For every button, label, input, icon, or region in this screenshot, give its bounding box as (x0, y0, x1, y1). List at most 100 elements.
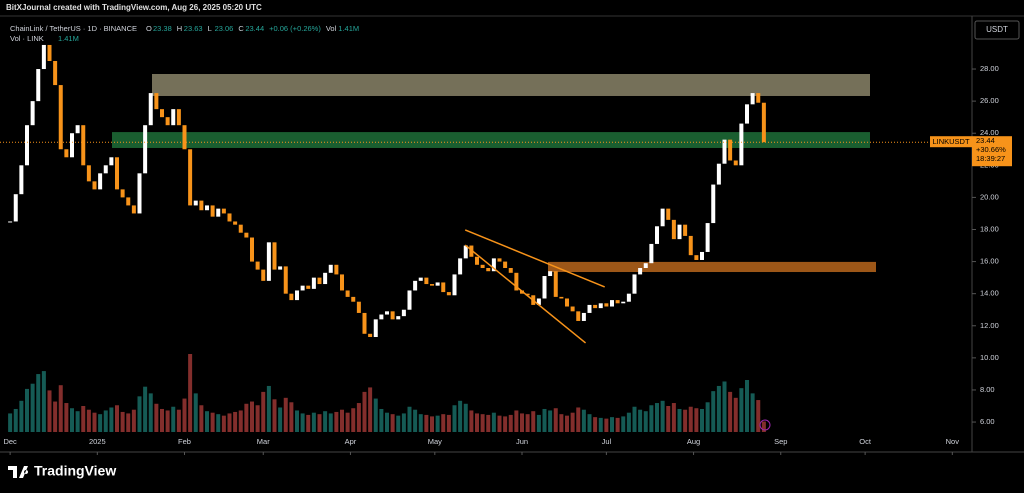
volume-bar (565, 415, 569, 432)
candle (13, 194, 18, 222)
candle (272, 242, 277, 270)
candle (362, 312, 367, 334)
volume-bar (143, 386, 148, 432)
volume-bar (581, 409, 586, 432)
candle (148, 93, 153, 126)
volume-bar (390, 414, 395, 432)
candle (570, 306, 575, 312)
candle (576, 311, 581, 321)
candle (221, 208, 226, 214)
volume-bar (356, 403, 361, 432)
volume-bar (13, 408, 18, 432)
x-tick-label: Oct (859, 437, 872, 446)
volume-bar (385, 412, 389, 432)
candle (238, 224, 243, 233)
candle (109, 157, 114, 166)
candle (25, 125, 29, 166)
legend-value: 23.44 (245, 24, 264, 33)
volume-bar (750, 393, 755, 432)
candle (81, 125, 86, 166)
volume-bar (171, 406, 176, 432)
price-tag-price: 23.44 (976, 136, 995, 145)
candle (171, 109, 176, 126)
x-tick-label: Dec (3, 437, 17, 446)
candle (514, 272, 519, 291)
volume-bar (193, 393, 198, 432)
currency-button[interactable] (974, 20, 1020, 40)
candle (435, 282, 440, 286)
candle (53, 61, 58, 86)
volume-bar (53, 401, 58, 432)
candle (373, 319, 378, 338)
candle (424, 277, 429, 285)
candle (255, 261, 260, 270)
y-tick-label: 10.00 (980, 353, 999, 362)
volume-bar (92, 412, 97, 432)
volume-bar (345, 412, 350, 432)
candle (199, 200, 204, 211)
candle (379, 314, 384, 320)
y-tick-label: 8.00 (980, 385, 995, 394)
volume-bar (441, 414, 446, 432)
volume-bar (469, 410, 474, 432)
volume-bar (340, 409, 344, 432)
volume-bar (728, 391, 733, 432)
candle (86, 165, 91, 182)
volume-bar (649, 405, 654, 432)
volume-bar (553, 408, 558, 432)
price-tag-change: +30.66% (976, 145, 1006, 154)
volume-bar (514, 410, 519, 432)
candle (92, 181, 97, 190)
volume-bar (289, 402, 294, 432)
volume-bar (36, 374, 41, 432)
price-tag-symbol-bg (930, 136, 972, 148)
volume-bar (295, 410, 299, 432)
legend-volume-value: 1.41M (338, 24, 359, 33)
y-tick-label: 28.00 (980, 64, 999, 73)
candle (677, 224, 682, 240)
candle (30, 101, 35, 126)
volume-bar (739, 388, 744, 432)
candle (733, 160, 738, 166)
volume-bar (458, 400, 463, 432)
candle (716, 163, 721, 185)
x-tick-label: Nov (946, 437, 960, 446)
candle (131, 205, 136, 214)
candle (103, 165, 108, 174)
volume-bar (351, 408, 356, 432)
candle (334, 264, 339, 275)
volume-bar (373, 398, 378, 432)
candle (143, 125, 148, 174)
candle (761, 102, 766, 143)
volume-bar (182, 398, 187, 432)
candle (458, 258, 463, 275)
volume-bar (626, 412, 631, 432)
candle (666, 208, 671, 220)
attribution: BitXJournal created with TradingView.com… (6, 3, 262, 12)
volume-bar (660, 400, 665, 432)
candle (193, 200, 198, 206)
candle (660, 208, 665, 227)
volume-bar (311, 412, 316, 432)
y-tick-label: 26.00 (980, 96, 999, 105)
candle (36, 69, 41, 102)
y-tick-label: 18.00 (980, 224, 999, 233)
volume-bar (317, 414, 322, 432)
candle (188, 149, 193, 206)
currency[interactable]: USDT (986, 25, 1008, 34)
candle (317, 277, 322, 285)
volume-bar (58, 385, 63, 432)
legend-label: L (208, 24, 212, 33)
volume-bar (165, 410, 170, 432)
candle (160, 109, 164, 118)
volume-bar (401, 413, 406, 432)
zone (152, 74, 870, 96)
candle (75, 125, 80, 134)
volume-bar (486, 414, 491, 432)
volume-bar (328, 413, 333, 432)
volume-bar (593, 417, 598, 432)
candle (311, 277, 316, 289)
candle (491, 258, 496, 272)
price-tag-symbol: LINKUSDT (932, 137, 970, 146)
candle (508, 268, 513, 273)
